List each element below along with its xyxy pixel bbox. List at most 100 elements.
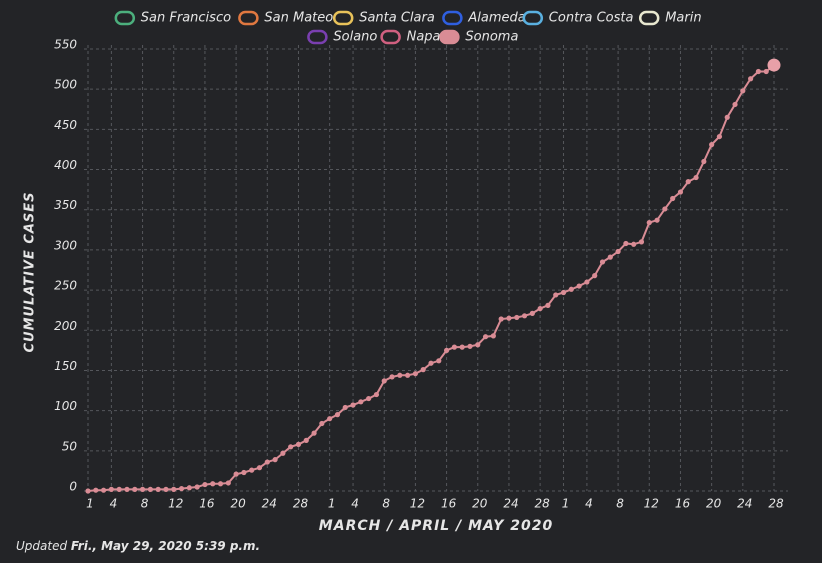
data-point [685, 179, 691, 185]
data-point [350, 402, 356, 408]
x-tick-label: 28 [534, 497, 550, 511]
data-point [155, 486, 161, 492]
legend-swatch [638, 10, 660, 26]
data-point [584, 279, 590, 285]
legend-label: Napa [407, 30, 441, 45]
x-tick-label: 8 [616, 497, 624, 511]
data-point [529, 310, 535, 316]
data-point [311, 430, 317, 436]
data-point [186, 485, 192, 491]
x-tick-label: 12 [644, 497, 659, 511]
data-point [264, 459, 270, 465]
data-point [225, 480, 231, 486]
data-point [693, 174, 699, 181]
data-point [443, 347, 450, 353]
data-point [451, 344, 457, 350]
data-point [303, 437, 309, 443]
data-point [116, 486, 122, 492]
data-point [553, 292, 559, 298]
legend-label: Solano [333, 30, 377, 45]
x-tick-label: 12 [168, 497, 183, 511]
data-point [358, 399, 364, 405]
footer-prefix: Updated [16, 539, 67, 553]
legend-swatch [114, 10, 136, 26]
legend-swatch [380, 29, 401, 45]
data-point [475, 342, 481, 348]
legend-label: Alameda [467, 11, 525, 26]
data-point [490, 333, 496, 339]
data-point [724, 114, 730, 120]
data-point [366, 395, 372, 402]
data-point [545, 302, 551, 308]
legend-label: San Mateo [264, 11, 333, 26]
data-point [93, 487, 99, 493]
x-tick-label: 1 [328, 497, 336, 511]
data-point [373, 391, 380, 398]
data-point [178, 485, 185, 492]
x-tick-label: 4 [351, 497, 359, 511]
data-point [506, 315, 512, 321]
x-tick-label: 8 [141, 497, 149, 511]
x-tick-label: 24 [503, 497, 518, 511]
data-point [568, 286, 574, 292]
data-point [85, 488, 91, 494]
data-point [405, 372, 411, 378]
data-point [124, 486, 130, 492]
data-point [217, 481, 224, 487]
data-point [163, 486, 169, 492]
y-tick-label: 400 [54, 158, 77, 172]
data-point [420, 367, 426, 373]
data-point [295, 441, 302, 447]
data-point [701, 158, 707, 165]
data-point [662, 206, 668, 212]
data-point [514, 314, 520, 321]
legend-swatch [439, 29, 460, 45]
data-point [537, 305, 543, 312]
data-point [233, 471, 239, 477]
data-point [599, 259, 606, 265]
data-point [412, 371, 419, 377]
data-point [319, 420, 325, 427]
y-tick-label: 450 [54, 118, 77, 132]
y-tick-label: 200 [54, 319, 77, 333]
x-tick-label: 4 [585, 497, 593, 511]
data-point [677, 189, 684, 195]
x-tick-label: 8 [382, 497, 390, 511]
legend-label: Sonoma [465, 30, 518, 45]
y-tick-label: 350 [54, 198, 77, 212]
data-point [615, 248, 621, 255]
data-point [521, 313, 528, 319]
x-tick-label: 16 [441, 497, 457, 511]
data-point [108, 486, 114, 492]
y-tick-label: 0 [69, 480, 77, 494]
y-tick-label: 550 [54, 38, 77, 52]
legend-swatch [332, 10, 354, 26]
x-tick-label: 16 [675, 497, 691, 511]
data-point [334, 412, 341, 418]
legend-label: San Francisco [141, 11, 231, 26]
x-tick-label: 4 [110, 497, 118, 511]
data-point [560, 289, 567, 296]
data-point [342, 404, 348, 411]
footer: Updated Fri., May 29, 2020 5:39 p.m. [16, 539, 260, 553]
data-point [740, 88, 746, 94]
x-tick-label: 28 [293, 497, 309, 511]
data-point [748, 76, 754, 82]
data-point [288, 444, 294, 450]
data-point [482, 334, 489, 340]
data-point [709, 142, 715, 148]
y-tick-label: 300 [54, 238, 77, 252]
y-tick-label: 250 [54, 279, 77, 293]
data-point [132, 486, 138, 492]
legend-swatch [307, 29, 328, 45]
data-point [576, 283, 582, 289]
data-point [623, 240, 629, 247]
data-point [139, 486, 146, 492]
y-tick-label: 500 [54, 78, 77, 92]
data-point [755, 68, 762, 75]
data-point [670, 195, 676, 202]
legend-label: Contra Costa [549, 11, 634, 26]
legend-swatch [522, 10, 544, 26]
x-tick-label: 1 [562, 497, 570, 511]
